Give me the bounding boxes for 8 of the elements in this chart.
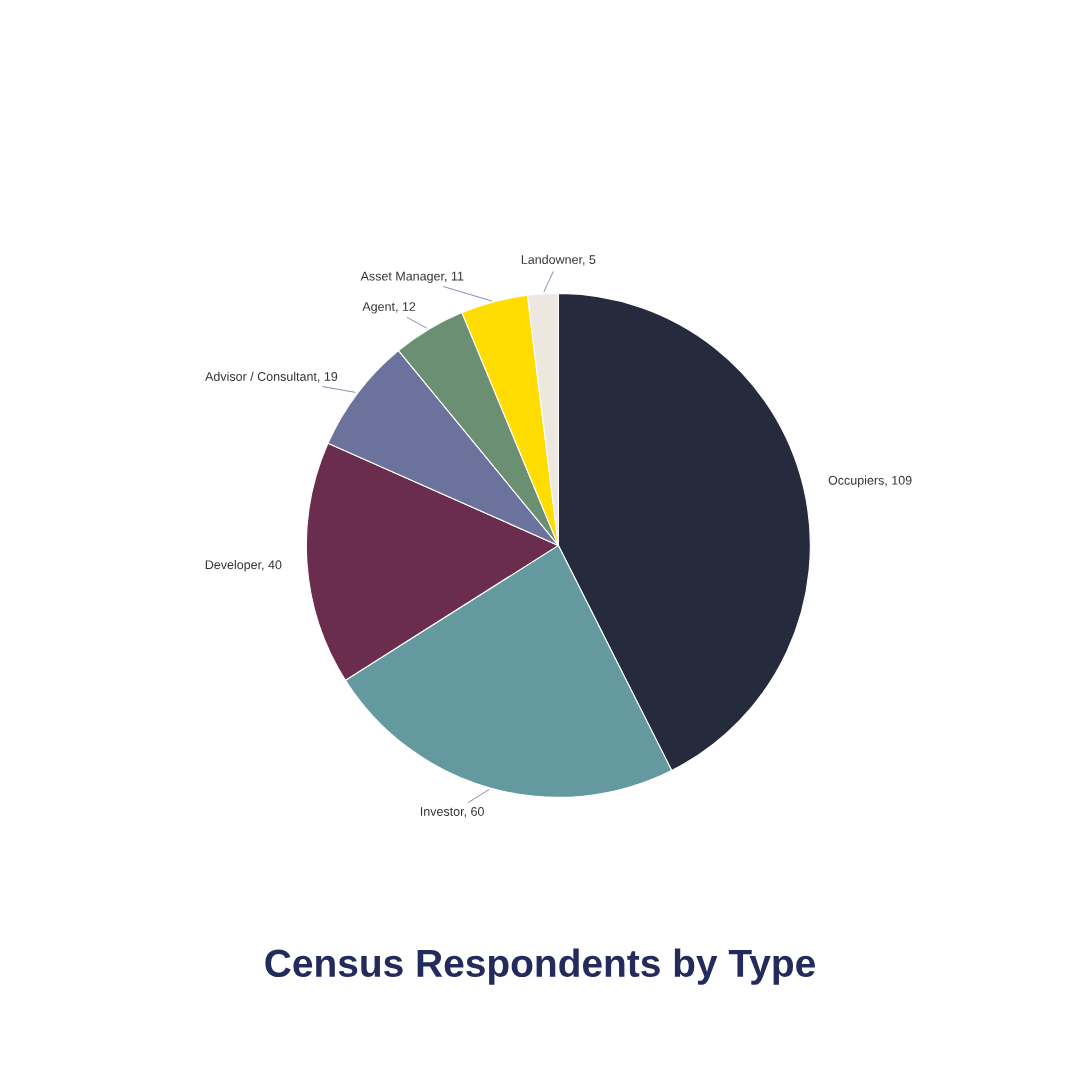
slice-label: Landowner, 5	[521, 254, 596, 266]
slice-label: Advisor / Consultant, 19	[205, 371, 338, 383]
slice-label: Occupiers, 109	[828, 475, 912, 488]
text: Census Respondents by Type	[265, 948, 815, 985]
slice-label: Developer, 40	[205, 559, 282, 572]
slice-label: Agent, 12	[362, 302, 416, 314]
slice-label: Asset Manager, 11	[360, 271, 464, 284]
slice-label: Investor, 60	[420, 807, 484, 818]
